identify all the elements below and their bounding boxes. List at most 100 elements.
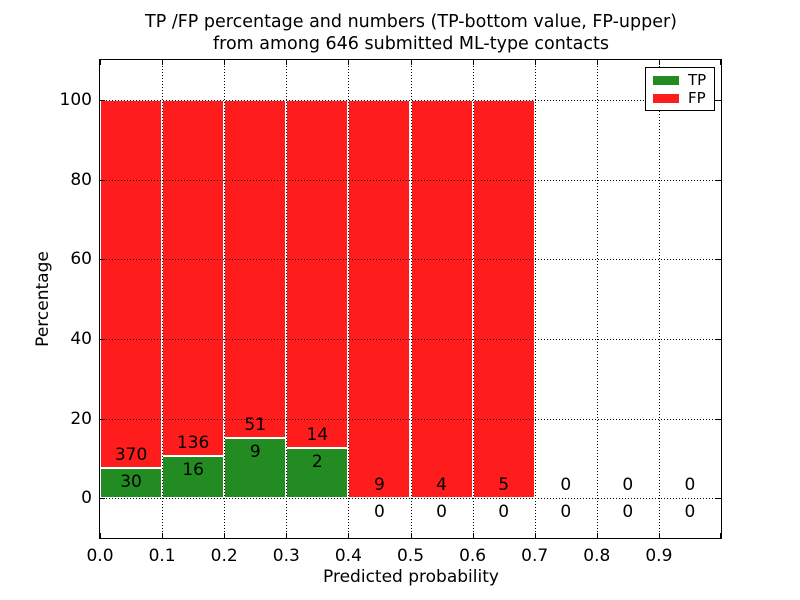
x-tick-mark-bottom [410, 533, 412, 538]
grid-line-horizontal [100, 259, 721, 261]
bar-segment-fp [472, 99, 535, 499]
x-tick-mark-top [720, 60, 721, 65]
x-tick-mark-top [658, 60, 660, 65]
fp-count-label: 0 [684, 475, 696, 496]
x-tick-mark-top [100, 60, 101, 65]
x-tick-mark-top [348, 60, 350, 65]
x-tick-label: 0.7 [521, 546, 549, 566]
tp-count-label: 16 [182, 460, 204, 481]
x-tick-label: 0.0 [86, 546, 114, 566]
y-tick-mark-right [716, 99, 721, 101]
grid-line-horizontal [100, 498, 721, 500]
bar-segment-tp [162, 456, 225, 499]
y-tick-mark-left [100, 498, 105, 500]
tp-count-label: 0 [684, 502, 696, 523]
legend-swatch-tp [653, 75, 679, 85]
y-tick-mark-right [716, 498, 721, 500]
y-tick-mark-left [100, 259, 105, 261]
x-tick-label: 0.6 [459, 546, 487, 566]
x-tick-mark-bottom [100, 533, 101, 538]
chart-title-line2: from among 646 submitted ML-type contact… [213, 34, 609, 54]
y-tick-label: 20 [70, 408, 92, 429]
legend-label: TP [688, 70, 707, 89]
y-tick-mark-right [716, 259, 721, 261]
grid-line-horizontal [100, 179, 721, 181]
x-tick-mark-bottom [596, 533, 598, 538]
bar-segment-tp [286, 448, 349, 499]
bar-segment-fp [162, 99, 225, 457]
legend-swatch-fp [653, 93, 679, 103]
grid-line-horizontal [100, 338, 721, 340]
x-tick-label: 0.4 [334, 546, 362, 566]
fp-count-label: 136 [176, 433, 210, 454]
plot-area: 370 30 136 16 51 9 14 2 9 0 4 0 5 0 0 0 0 0 0 0 TP FP [99, 59, 722, 539]
fp-count-label: 14 [306, 425, 329, 446]
x-tick-label: 0.8 [583, 546, 611, 566]
x-tick-mark-top [472, 60, 474, 65]
x-tick-mark-bottom [658, 533, 660, 538]
grid-line-vertical [410, 60, 412, 538]
tp-count-label: 2 [311, 452, 323, 473]
fp-count-label: 370 [114, 445, 148, 466]
grid-line-vertical [224, 60, 226, 538]
legend-label: FP [688, 88, 706, 107]
grid-line-vertical [162, 60, 164, 538]
legend: TP FP [645, 67, 715, 111]
fp-count-label: 0 [622, 475, 634, 496]
grid-line-horizontal [100, 99, 721, 101]
tp-count-label: 0 [498, 502, 510, 523]
y-tick-mark-right [716, 418, 721, 420]
x-tick-label: 0.5 [396, 546, 425, 566]
x-tick-mark-bottom [162, 533, 164, 538]
legend-row: FP [653, 88, 707, 107]
x-tick-label: 0.1 [148, 546, 176, 566]
bar-segment-fp [224, 99, 287, 439]
tp-count-label: 30 [120, 472, 142, 493]
grid-line-vertical [286, 60, 288, 538]
x-tick-mark-top [410, 60, 412, 65]
grid-line-vertical [658, 60, 660, 538]
y-tick-mark-left [100, 338, 105, 340]
y-tick-mark-left [100, 418, 105, 420]
chart-title-line1: TP /FP percentage and numbers (TP-bottom… [145, 12, 677, 32]
bar-segment-fp [410, 99, 473, 499]
y-tick-mark-left [100, 179, 105, 181]
grid-line-vertical [596, 60, 598, 538]
y-tick-label: 40 [70, 328, 92, 349]
grid-line-horizontal [100, 418, 721, 420]
y-tick-mark-right [716, 338, 721, 340]
x-tick-mark-bottom [224, 533, 226, 538]
tp-count-label: 0 [374, 502, 385, 523]
tp-count-label: 0 [560, 502, 572, 523]
tp-count-label: 9 [249, 442, 261, 463]
bar-segment-fp [286, 99, 349, 449]
legend-row: TP [653, 70, 707, 89]
x-tick-mark-top [534, 60, 536, 65]
x-tick-mark-top [286, 60, 288, 65]
x-tick-mark-bottom [720, 533, 721, 538]
y-tick-label: 60 [70, 249, 92, 270]
bar-segment-tp [100, 468, 163, 499]
x-tick-mark-bottom [534, 533, 536, 538]
x-tick-mark-bottom [472, 533, 474, 538]
x-tick-mark-bottom [348, 533, 350, 538]
grid-line-vertical [534, 60, 536, 538]
grid-line-vertical [472, 60, 474, 538]
y-tick-label: 100 [59, 89, 92, 110]
tp-count-label: 0 [436, 502, 447, 523]
bar-segment-fp [348, 99, 411, 499]
y-tick-mark-left [100, 99, 105, 101]
y-tick-label: 80 [70, 169, 92, 190]
grid-line-vertical [348, 60, 350, 538]
fp-count-label: 0 [560, 475, 572, 496]
fp-count-label: 4 [436, 475, 447, 496]
chart-title: TP /FP percentage and numbers (TP-bottom… [100, 11, 722, 55]
x-tick-label: 0.2 [210, 546, 238, 566]
tp-count-label: 0 [622, 502, 634, 523]
fp-count-label: 5 [498, 475, 510, 496]
bar-segment-tp [224, 438, 287, 499]
bar-segment-fp [100, 99, 163, 469]
x-axis-label: Predicted probability [323, 567, 499, 587]
x-tick-label: 0.9 [645, 546, 673, 566]
